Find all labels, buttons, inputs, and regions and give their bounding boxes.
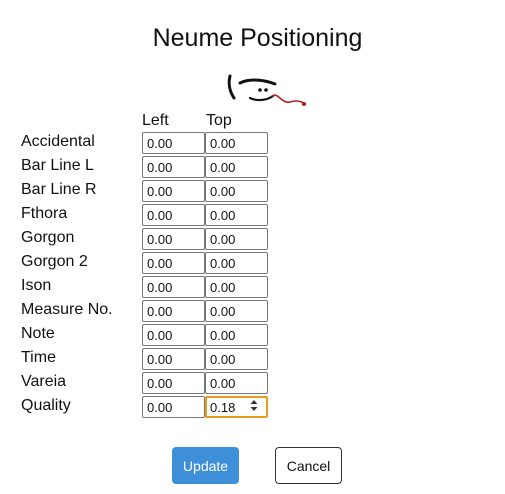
row-gorgon: Gorgon	[0, 228, 300, 252]
row-vareia: Vareia	[0, 372, 300, 396]
vareia-left-input[interactable]	[142, 372, 205, 394]
gorgon-left-input[interactable]	[142, 228, 205, 250]
measure-no-left-input[interactable]	[142, 300, 205, 322]
row-label: Vareia	[21, 373, 67, 390]
row-label: Time	[21, 349, 56, 366]
row-label: Fthora	[21, 205, 68, 222]
row-label: Gorgon	[21, 229, 75, 246]
fthora-left-input[interactable]	[142, 204, 205, 226]
measure-no-top-input[interactable]	[205, 300, 268, 322]
row-accidental: Accidental	[0, 132, 300, 156]
quality-left-input[interactable]	[142, 396, 205, 418]
bar-line-r-left-input[interactable]	[142, 180, 205, 202]
note-top-input[interactable]	[205, 324, 268, 346]
row-time: Time	[0, 348, 300, 372]
row-bar-line-l: Bar Line L	[0, 156, 300, 180]
gorgon-2-top-input[interactable]	[205, 252, 268, 274]
quality-top-input[interactable]	[205, 396, 268, 418]
row-quality: Quality	[0, 396, 300, 420]
cancel-button[interactable]: Cancel	[275, 447, 342, 484]
ison-left-input[interactable]	[142, 276, 205, 298]
row-label: Gorgon 2	[21, 253, 88, 270]
row-label: Measure No.	[21, 301, 113, 318]
row-label: Bar Line R	[21, 181, 97, 198]
time-left-input[interactable]	[142, 348, 205, 370]
note-left-input[interactable]	[142, 324, 205, 346]
accidental-left-input[interactable]	[142, 132, 205, 154]
row-bar-line-r: Bar Line R	[0, 180, 300, 204]
vareia-top-input[interactable]	[205, 372, 268, 394]
bar-line-l-left-input[interactable]	[142, 156, 205, 178]
row-measure-no: Measure No.	[0, 300, 300, 324]
row-fthora: Fthora	[0, 204, 300, 228]
dialog-title: Neume Positioning	[152, 24, 363, 52]
row-note: Note	[0, 324, 300, 348]
row-label: Ison	[21, 277, 52, 294]
row-ison: Ison	[0, 276, 300, 300]
neume-glyph-icon	[227, 74, 306, 106]
row-label: Accidental	[21, 133, 95, 150]
time-top-input[interactable]	[205, 348, 268, 370]
ison-top-input[interactable]	[205, 276, 268, 298]
column-header-top: Top	[206, 112, 232, 129]
column-header-left: Left	[142, 112, 169, 129]
accidental-top-input[interactable]	[205, 132, 268, 154]
bar-line-r-top-input[interactable]	[205, 180, 268, 202]
row-label: Note	[21, 325, 55, 342]
row-label: Bar Line L	[21, 157, 94, 174]
row-label: Quality	[21, 397, 71, 414]
update-button[interactable]: Update	[172, 447, 239, 484]
fthora-top-input[interactable]	[205, 204, 268, 226]
gorgon-2-left-input[interactable]	[142, 252, 205, 274]
spinner-arrows-icon[interactable]	[250, 399, 258, 412]
gorgon-top-input[interactable]	[205, 228, 268, 250]
row-gorgon-2: Gorgon 2	[0, 252, 300, 276]
bar-line-l-top-input[interactable]	[205, 156, 268, 178]
